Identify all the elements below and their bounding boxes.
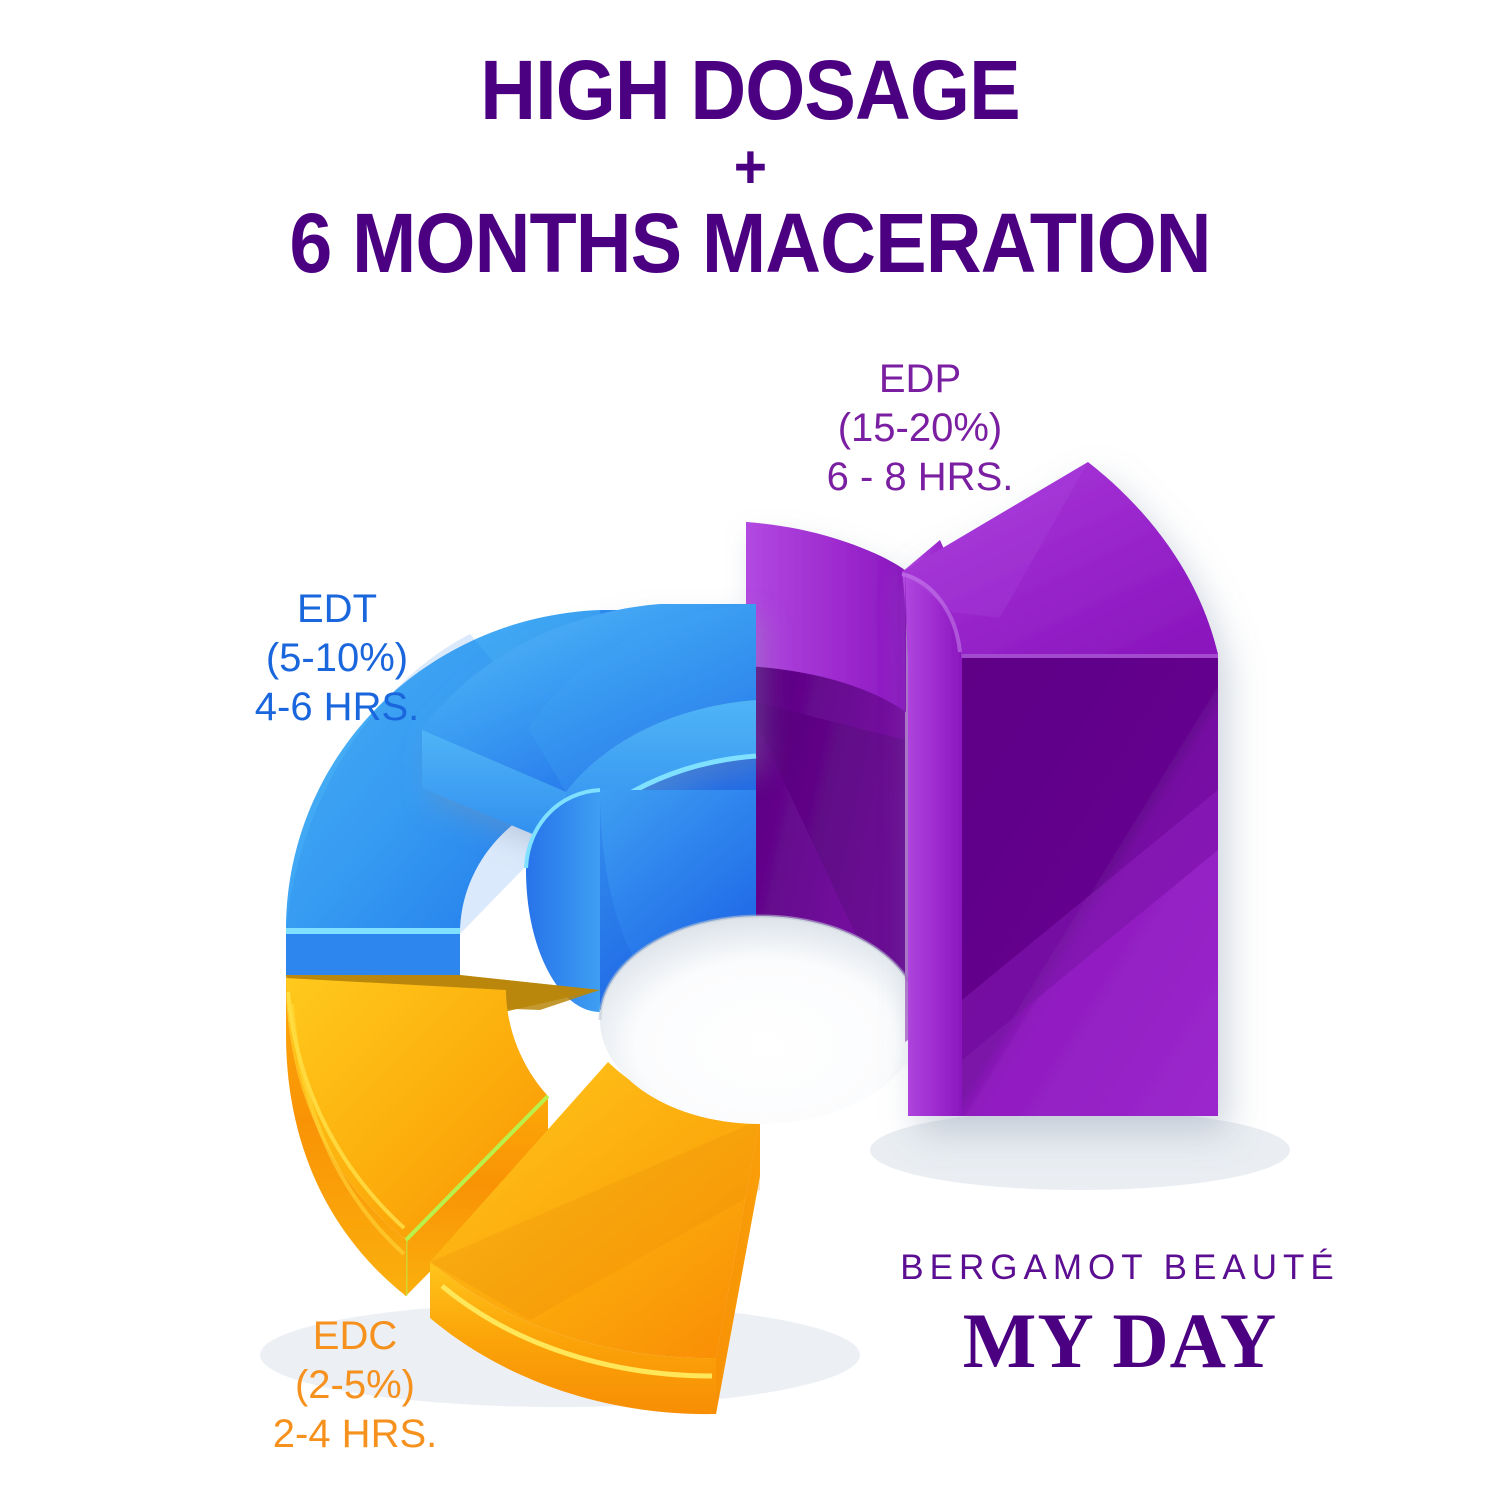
donut-center-hole — [598, 914, 922, 1124]
page-title: HIGH DOSAGE + 6 MONTHS MACERATION — [0, 43, 1500, 290]
label-edc-concentration: (2-5%) — [294, 1362, 416, 1407]
shadow-purple — [870, 1110, 1290, 1190]
label-edt-concentration: (5-10%) — [265, 635, 409, 680]
label-edt-performance: 4-6 HRS. — [254, 684, 420, 729]
label-edc: EDC (2-5%) 2-4 HRS. — [240, 1312, 470, 1458]
bar-edp-seam — [905, 570, 908, 1042]
label-edp-concentration: (15-20%) — [837, 405, 1003, 450]
label-edt: EDT (5-10%) 4-6 HRS. — [222, 585, 452, 731]
brand-name: BERGAMOT BEAUTÉ — [900, 1248, 1340, 1287]
title-line-2: 6 MONTHS MACERATION — [289, 195, 1211, 290]
label-edp-name: EDP — [878, 357, 962, 401]
donut-segment-edc — [286, 975, 760, 1415]
label-edc-performance: 2-4 HRS. — [272, 1411, 438, 1456]
label-edp-performance: 6 - 8 HRS. — [826, 454, 1014, 499]
label-edt-name: EDT — [297, 587, 377, 631]
label-edc-name: EDC — [312, 1314, 398, 1358]
donut-segment-edt — [286, 604, 757, 1012]
brand-product-name: MY DAY — [962, 1297, 1278, 1384]
label-edp: EDP (15-20%) 6 - 8 HRS. — [760, 355, 1080, 501]
bar-edp-front — [901, 462, 1218, 1116]
title-plus-symbol: + — [733, 132, 767, 202]
title-line-1: HIGH DOSAGE — [480, 43, 1020, 137]
brand-block: BERGAMOT BEAUTÉ MY DAY — [860, 1248, 1380, 1386]
